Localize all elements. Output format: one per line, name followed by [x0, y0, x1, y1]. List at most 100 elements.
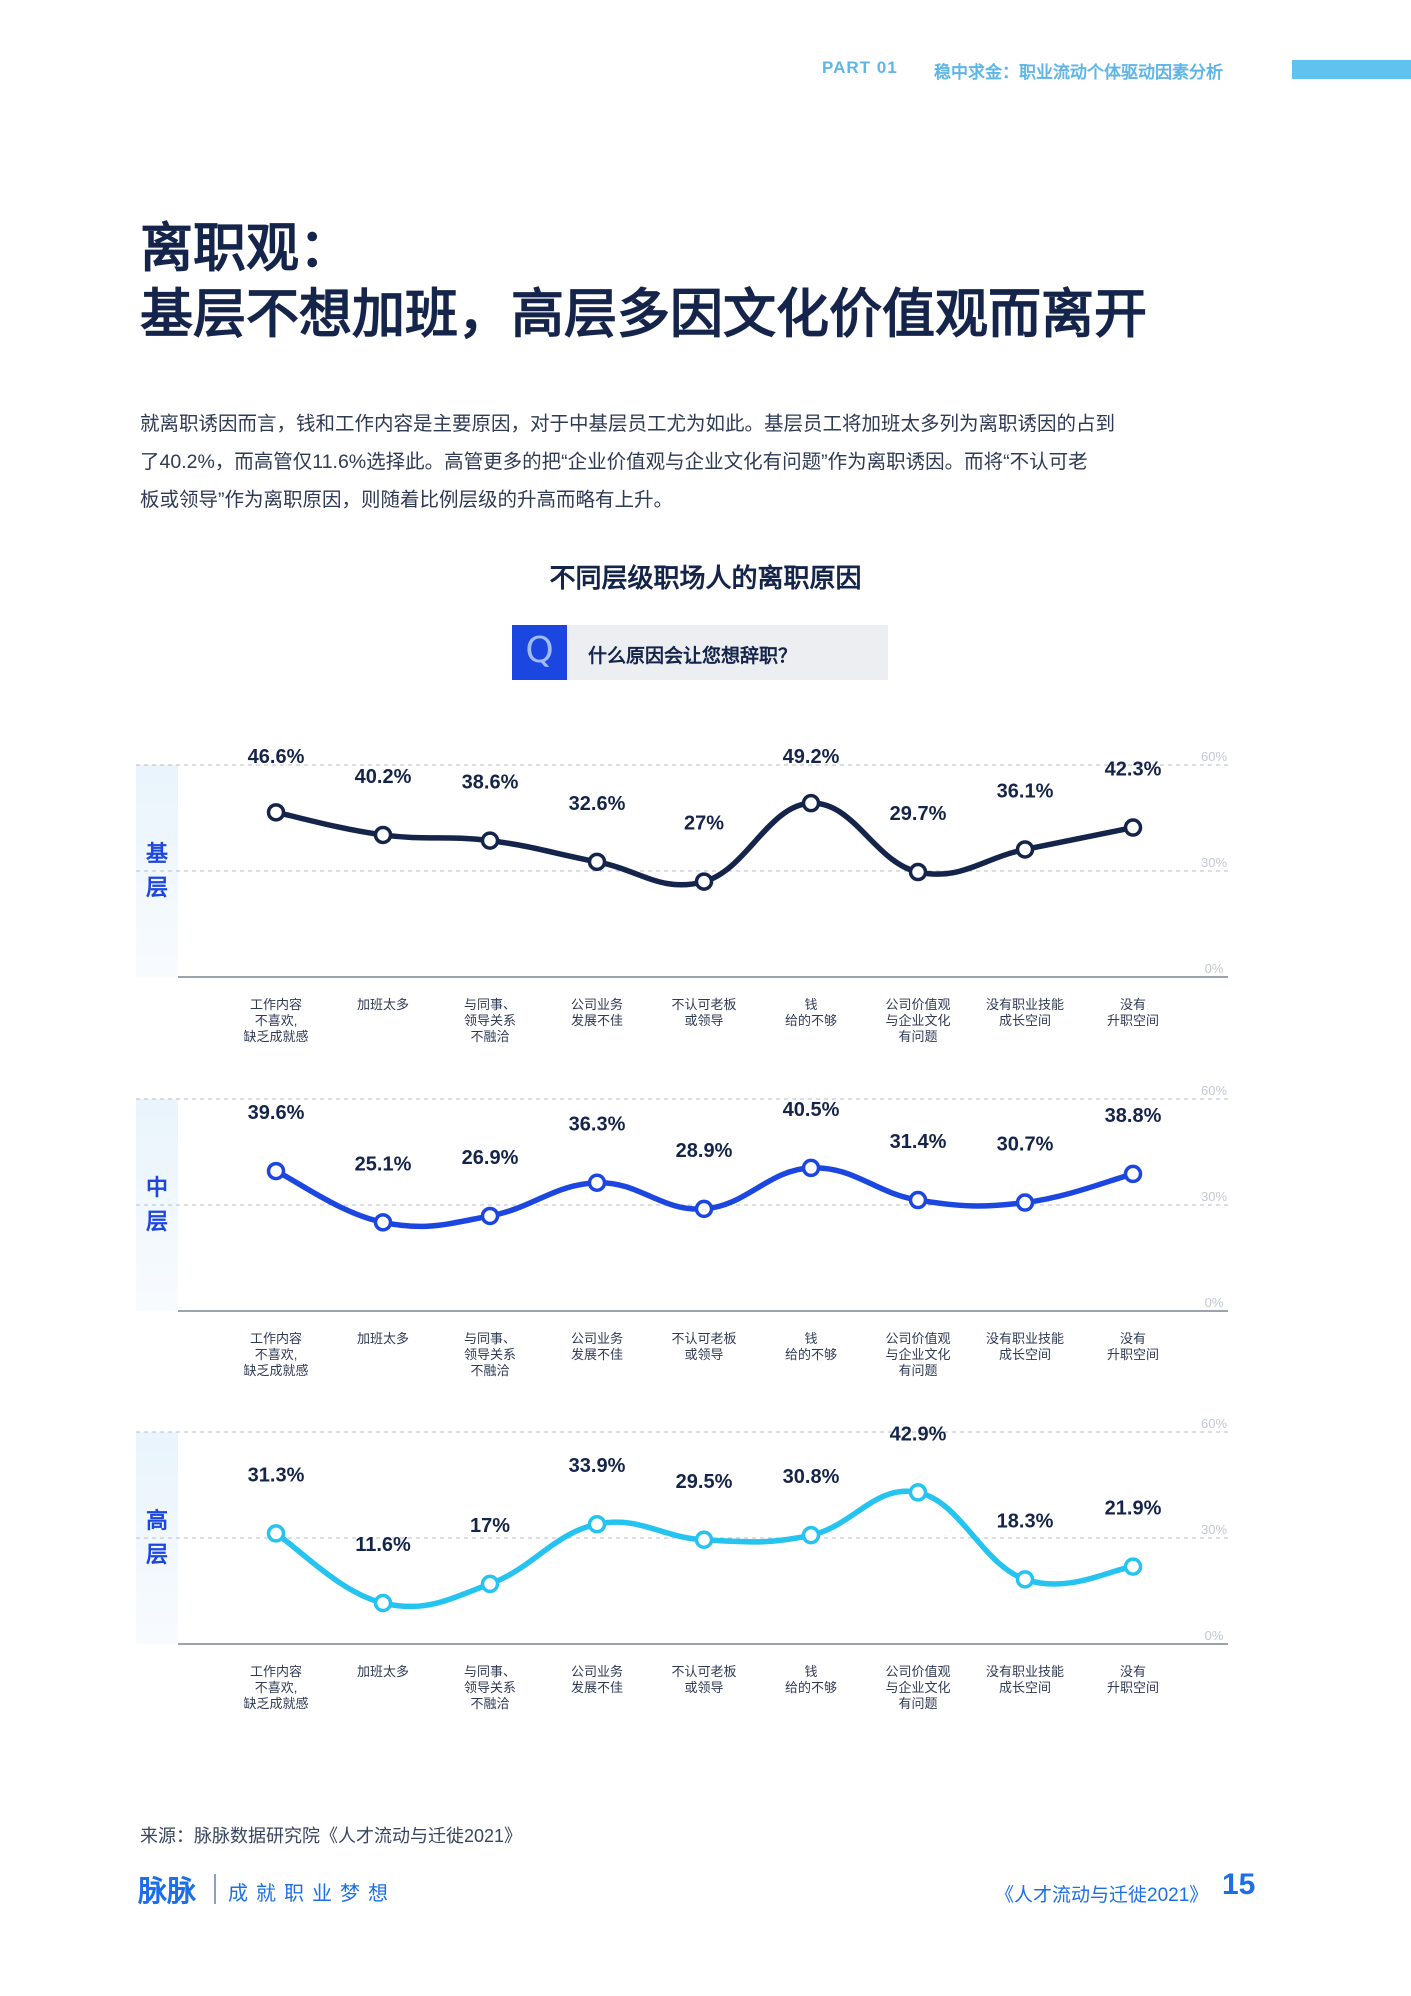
data-label: 42.3%: [1105, 759, 1162, 781]
y-tick-label: 60%: [1201, 1083, 1227, 1098]
x-tick-label: 或领导: [684, 1347, 723, 1362]
y-tick-label: 0%: [1205, 1628, 1224, 1643]
x-tick-label: 公司业务: [571, 997, 623, 1012]
x-tick-label: 升职空间: [1107, 1680, 1159, 1695]
x-tick-label: 钱: [804, 997, 817, 1012]
data-point: [373, 1593, 393, 1613]
y-tick-label: 30%: [1201, 1522, 1227, 1537]
brand-logo: 脉脉: [138, 1876, 197, 1908]
data-label: 49.2%: [783, 746, 840, 768]
x-tick-label: 没有: [1120, 1664, 1146, 1679]
data-point: [1123, 1164, 1143, 1184]
data-label: 42.9%: [890, 1423, 947, 1445]
x-tick-label: 与同事、: [464, 997, 516, 1012]
data-point: [266, 803, 286, 822]
intro-paragraph: 就离职诱因而言，钱和工作内容是主要原因，对于中基层员工尤为如此。基层员工将加班太…: [140, 405, 1275, 519]
x-tick-label: 不融洽: [470, 1029, 509, 1044]
x-tick-label: 与企业文化: [885, 1680, 950, 1695]
x-tick-label: 与同事、: [464, 1331, 516, 1346]
x-tick-label: 没有职业技能: [986, 997, 1064, 1012]
data-label: 30.7%: [997, 1134, 1054, 1156]
question-box: Q 什么原因会让您想辞职？: [512, 625, 888, 680]
intro-line3: 板或领导”作为离职原因，则随着比例层级的升高而略有上升。: [140, 489, 673, 511]
data-label: 29.5%: [676, 1471, 733, 1493]
page-title: 离职观： 基层不想加班，高层多因文化价值观而离开: [140, 215, 1147, 347]
data-point: [1015, 1570, 1035, 1589]
data-label: 31.3%: [248, 1464, 305, 1486]
y-tick-label: 0%: [1205, 1295, 1224, 1310]
series-name-2: 层: [146, 1209, 168, 1234]
y-tick-label: 60%: [1201, 1416, 1227, 1431]
intro-line1: 就离职诱因而言，钱和工作内容是主要原因，对于中基层员工尤为如此。基层员工将加班太…: [140, 413, 1116, 435]
series-line-1: [273, 800, 1136, 888]
data-point: [480, 1574, 500, 1594]
data-point: [1015, 840, 1035, 859]
x-tick-label: 不融洽: [470, 1696, 509, 1711]
data-point: [266, 1524, 286, 1543]
x-tick-label: 不认可老板: [671, 1664, 736, 1679]
series-name-1: 层: [146, 875, 168, 900]
x-tick-label: 给的不够: [785, 1013, 837, 1028]
x-tick-label: 工作内容: [250, 1331, 302, 1346]
intro-line2: 了40.2%，而高管仅11.6%选择此。高管更多的把“企业价值观与企业文化有问题…: [140, 451, 1088, 473]
data-label: 40.5%: [783, 1099, 840, 1121]
x-tick-label: 公司价值观: [885, 1664, 950, 1679]
data-point: [801, 1525, 821, 1545]
data-point: [908, 862, 928, 882]
data-label: 32.6%: [569, 793, 626, 815]
series-name-2: 中: [146, 1175, 168, 1200]
source-note: 来源：脉脉数据研究院《人才流动与迁徙2021》: [140, 1826, 523, 1846]
data-point: [801, 793, 821, 813]
y-tick-label: 0%: [1205, 961, 1224, 976]
x-tick-label: 不认可老板: [671, 1331, 736, 1346]
data-point: [480, 1206, 500, 1226]
page-number: 15: [1222, 1868, 1256, 1901]
y-tick-label: 30%: [1201, 1189, 1227, 1204]
data-point: [1015, 1193, 1035, 1212]
question-icon: Q: [512, 625, 567, 680]
x-tick-label: 钱: [804, 1664, 817, 1679]
x-tick-label: 不融洽: [470, 1363, 509, 1378]
data-label: 31.4%: [890, 1131, 947, 1153]
data-point: [587, 1173, 607, 1192]
x-tick-label: 与企业文化: [885, 1013, 950, 1028]
x-tick-label: 发展不佳: [571, 1347, 623, 1362]
x-tick-label: 加班太多: [357, 1331, 409, 1346]
data-point: [694, 872, 714, 891]
data-point: [908, 1190, 928, 1210]
data-label: 38.6%: [462, 772, 519, 794]
data-label: 21.9%: [1105, 1498, 1162, 1520]
x-tick-label: 发展不佳: [571, 1013, 623, 1028]
x-tick-label: 成长空间: [999, 1347, 1051, 1362]
data-point: [373, 1213, 393, 1232]
y-tick-label: 30%: [1201, 855, 1227, 870]
x-tick-label: 工作内容: [250, 1664, 302, 1679]
x-tick-label: 领导关系: [464, 1680, 516, 1695]
data-label: 18.3%: [997, 1510, 1054, 1532]
data-point: [587, 852, 607, 872]
data-point: [694, 1199, 714, 1219]
x-tick-label: 不喜欢,: [255, 1680, 298, 1695]
x-tick-label: 成长空间: [999, 1680, 1051, 1695]
x-tick-label: 公司业务: [571, 1331, 623, 1346]
data-point: [266, 1161, 286, 1181]
data-point: [1123, 818, 1143, 837]
data-point: [801, 1158, 821, 1178]
x-tick-label: 加班太多: [357, 1664, 409, 1679]
x-tick-label: 升职空间: [1107, 1013, 1159, 1028]
x-tick-label: 没有职业技能: [986, 1331, 1064, 1346]
x-tick-label: 领导关系: [464, 1013, 516, 1028]
data-point: [1123, 1557, 1143, 1576]
data-label: 33.9%: [569, 1455, 626, 1477]
x-tick-label: 不认可老板: [671, 997, 736, 1012]
x-tick-label: 成长空间: [999, 1013, 1051, 1028]
x-tick-label: 加班太多: [357, 997, 409, 1012]
x-tick-label: 没有: [1120, 997, 1146, 1012]
header-accent-bar: [1292, 60, 1411, 79]
data-point: [373, 825, 393, 845]
chart-title: 不同层级职场人的离职原因: [549, 563, 862, 593]
x-tick-label: 或领导: [684, 1680, 723, 1695]
x-tick-label: 发展不佳: [571, 1680, 623, 1695]
x-tick-label: 给的不够: [785, 1680, 837, 1695]
x-tick-label: 不喜欢,: [255, 1013, 298, 1028]
